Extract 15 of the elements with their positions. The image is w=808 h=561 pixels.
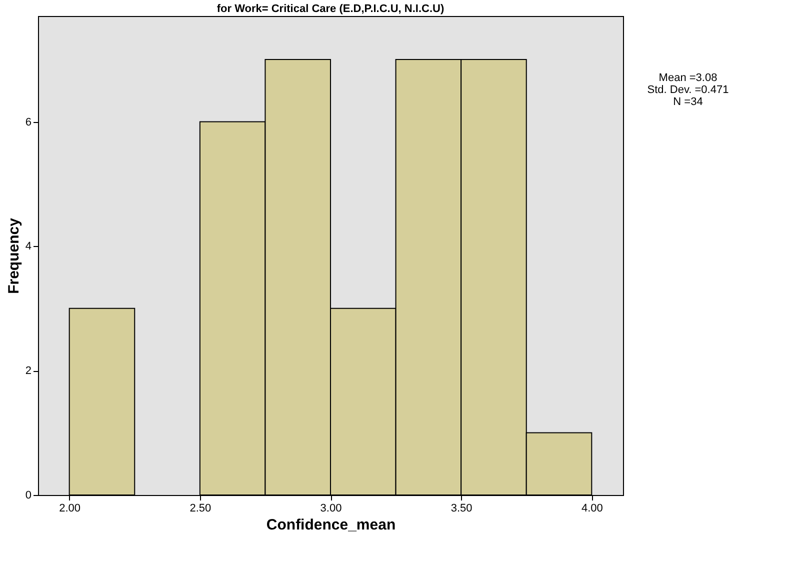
chart-title: for Work= Critical Care (E.D,P.I.C.U, N.I.C.U) <box>216 3 444 15</box>
y-tick-label: 6 <box>25 116 32 128</box>
x-tick-label: 4.00 <box>581 502 603 514</box>
y-tick-label: 4 <box>25 240 32 253</box>
x-tick-label: 3.50 <box>450 502 472 514</box>
text: Mean =3.08 <box>658 72 718 84</box>
y-tick-label: 0 <box>25 490 32 502</box>
x-tick-label: 2.00 <box>59 502 81 514</box>
y-axis-title: Frequency <box>5 217 22 294</box>
text: Std. Dev. =0.471 <box>647 84 729 96</box>
x-tick-label: 2.50 <box>190 502 212 514</box>
y-tick-label: 2 <box>25 365 32 378</box>
x-tick-label: 3.00 <box>320 502 342 514</box>
x-axis-title: Confidence_mean <box>266 516 396 534</box>
text: N =34 <box>673 96 703 108</box>
